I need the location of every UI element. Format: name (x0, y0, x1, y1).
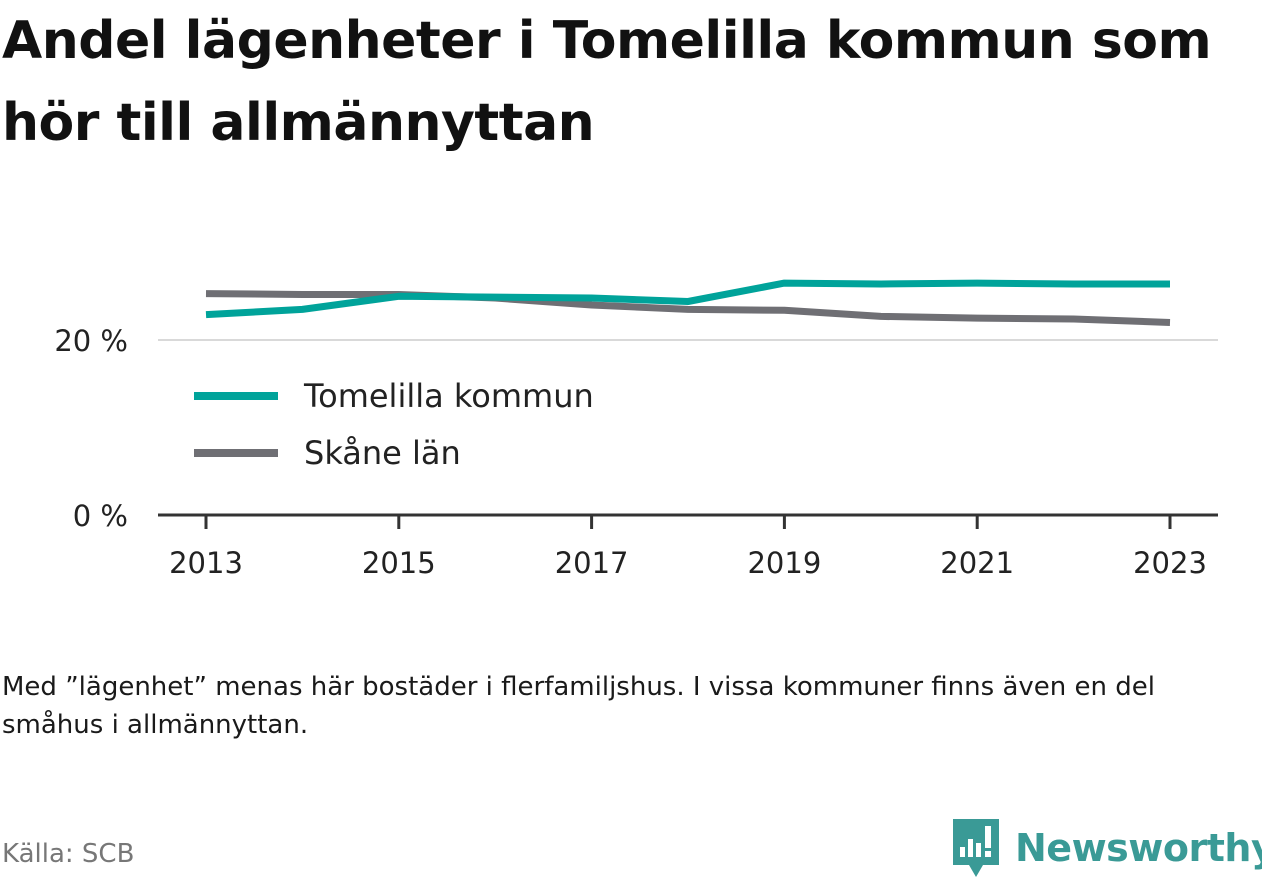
source-label: Källa: SCB (2, 839, 135, 869)
legend-label: Skåne län (304, 434, 461, 472)
brand-name: Newsworthy (1015, 826, 1262, 870)
x-tick-label: 2021 (940, 546, 1014, 580)
series-line (205, 279, 1170, 319)
series-line (205, 290, 1171, 326)
legend: Tomelilla kommun Skåne län (194, 377, 594, 472)
x-tick-label: 2015 (362, 546, 436, 580)
y-tick-label: 0 % (73, 499, 128, 533)
legend-label: Tomelilla kommun (303, 377, 594, 415)
x-tick-label: 2023 (1133, 546, 1207, 580)
chart-note: Med ”lägenhet” menas här bostäder i fler… (2, 672, 1155, 740)
y-tick-label: 20 % (54, 324, 128, 358)
line-chart: 0 % 20 % 2013 2015 2017 2019 2021 2023 Tomelil… (54, 279, 1218, 580)
x-tick-label: 2019 (747, 546, 821, 580)
y-axis: 0 % 20 % (54, 324, 128, 533)
x-tick-label: 2013 (169, 546, 243, 580)
series-layer (205, 279, 1171, 326)
newsworthy-logo-icon (953, 819, 999, 877)
x-tick-label: 2017 (555, 546, 629, 580)
chart-title: Andel lägenheter i Tomelilla kommun som … (2, 11, 1212, 153)
x-axis: 2013 2015 2017 2019 2021 2023 (158, 513, 1218, 580)
brand-logo: Newsworthy (951, 816, 1262, 880)
